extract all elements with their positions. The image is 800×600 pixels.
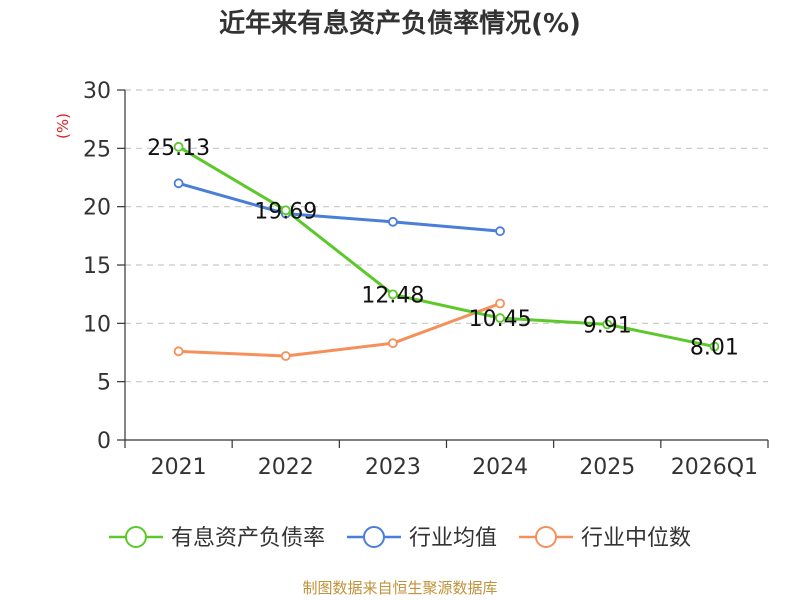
chart-title: 近年来有息资产负债率情况(%)	[219, 8, 581, 39]
data-point	[173, 141, 184, 152]
data-point	[280, 351, 291, 361]
data-point	[495, 298, 505, 309]
data-label: 12.48	[361, 283, 424, 308]
x-tick-label: 2026Q1	[671, 455, 758, 480]
y-tick-label: 25	[83, 137, 111, 162]
x-tick-label: 2025	[579, 455, 635, 480]
series-line-1	[178, 181, 501, 233]
x-tick-label: 2022	[258, 455, 314, 480]
y-tick-label: 10	[83, 312, 111, 337]
data-point	[388, 338, 398, 349]
legend-item-2[interactable]: 行业中位数	[519, 526, 691, 551]
series-line-2	[178, 302, 501, 358]
legend-label: 行业中位数	[581, 526, 691, 551]
data-labels: 25.13 19.69 12.48 10.45 9.91 8.01	[147, 136, 739, 361]
legend-label: 行业均值	[409, 526, 497, 551]
x-tick-label: 2023	[365, 455, 421, 480]
data-point	[495, 226, 505, 237]
series-lines	[173, 141, 720, 361]
series-line-0	[177, 145, 715, 349]
data-label: 8.01	[690, 336, 739, 361]
data-point	[388, 216, 398, 227]
data-label: 19.69	[254, 199, 317, 224]
y-tick-label: 5	[97, 371, 111, 396]
data-point	[495, 313, 505, 323]
legend-marker	[362, 526, 385, 548]
data-point	[602, 319, 613, 330]
legend-item-0[interactable]: 有息资产负债率	[108, 526, 325, 551]
data-point	[173, 178, 184, 189]
y-tick-label: 0	[97, 429, 111, 454]
x-tick-label: 2024	[472, 455, 528, 480]
y-tick-label: 15	[83, 254, 111, 279]
data-point	[709, 341, 720, 352]
data-label: 10.45	[469, 307, 532, 332]
legend[interactable]: 有息资产负债率 行业均值 行业中位数	[108, 526, 691, 551]
legend-item-1[interactable]: 行业均值	[346, 526, 497, 551]
legend-marker	[124, 526, 147, 548]
data-point	[388, 289, 398, 300]
data-label: 25.13	[147, 136, 210, 161]
y-tick-label: 20	[83, 196, 111, 221]
legend-label: 有息资产负债率	[171, 526, 325, 551]
data-label: 9.91	[583, 313, 632, 338]
data-point	[173, 346, 184, 357]
legend-marker	[535, 526, 558, 548]
y-axis-unit-label: (%)	[54, 113, 72, 139]
y-tick-label: 30	[83, 79, 111, 104]
source-note: 制图数据来自恒生聚源数据库	[302, 579, 497, 597]
data-point	[280, 205, 291, 216]
x-tick-label: 2021	[151, 455, 207, 480]
